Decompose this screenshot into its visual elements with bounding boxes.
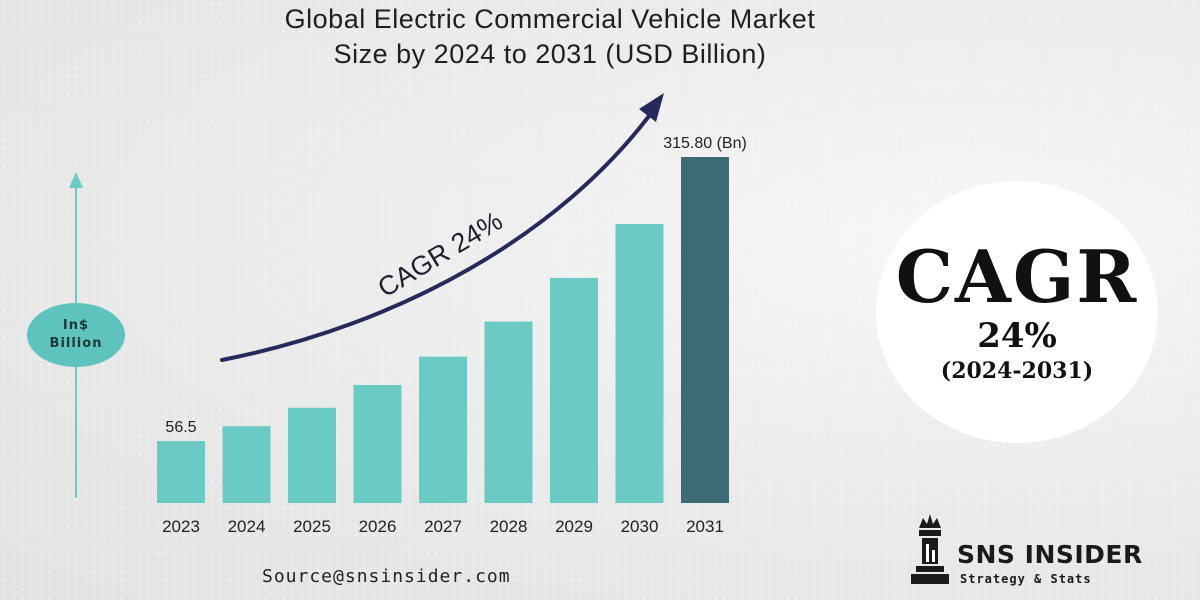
cagr-badge-label: CAGR (895, 234, 1139, 319)
cagr-badge-value: 24% (977, 316, 1057, 356)
brand-logo: SNS INSIDER Strategy & Stats (905, 510, 1165, 590)
x-tick-label-2027: 2027 (424, 517, 462, 536)
chart-title-line-2: Size by 2024 to 2031 (USD Billion) (333, 39, 767, 69)
x-tick-label-2026: 2026 (359, 517, 397, 536)
x-tick-label-2028: 2028 (490, 517, 528, 536)
x-tick-label-2031: 2031 (686, 517, 724, 536)
source-text: Source@snsinsider.com (262, 566, 511, 587)
bar-2027 (419, 356, 467, 503)
unit-badge: In$ Billion (27, 303, 125, 367)
x-tick-label-2029: 2029 (555, 517, 593, 536)
x-tick-label-2024: 2024 (228, 517, 266, 536)
brand-tagline: Strategy & Stats (960, 572, 1092, 586)
brand-name: SNS INSIDER (957, 540, 1143, 569)
x-tick-label-2030: 2030 (621, 517, 659, 536)
chess-king-icon (911, 514, 949, 584)
unit-badge-line-2: Billion (49, 336, 103, 351)
bar-2028 (484, 321, 533, 503)
x-tick-label-2023: 2023 (162, 517, 200, 536)
bar-2031 (681, 157, 729, 503)
bar-2029 (550, 277, 598, 503)
x-tick-labels: 2023 2024 2025 2026 2027 2028 2029 2030 2031 (162, 517, 724, 536)
cagr-badge-period: (2024-2031) (940, 358, 1094, 384)
cagr-badge: CAGR 24% (2024-2031) (876, 181, 1158, 443)
data-label-2031: 315.80 (Bn) (663, 135, 747, 152)
bar-2023 (157, 441, 205, 503)
chart-title: Global Electric Commercial Vehicle Marke… (0, 2, 1100, 72)
bar-2025 (288, 407, 336, 503)
y-axis-arrow-head (69, 172, 83, 188)
growth-arrow (220, 110, 654, 362)
cagr-arrow-label: CAGR 24% (373, 206, 508, 304)
data-labels: 56.5 315.80 (Bn) (165, 135, 746, 436)
chart-title-line-1: Global Electric Commercial Vehicle Marke… (284, 4, 816, 34)
growth-arrow-head (639, 93, 664, 122)
bar-2024 (222, 426, 271, 503)
x-tick-label-2025: 2025 (293, 517, 331, 536)
bar-2030 (615, 223, 664, 504)
bar-2026 (353, 385, 402, 503)
bars-group (157, 157, 729, 504)
unit-badge-line-1: In$ (62, 318, 90, 333)
data-label-2023: 56.5 (165, 419, 196, 436)
